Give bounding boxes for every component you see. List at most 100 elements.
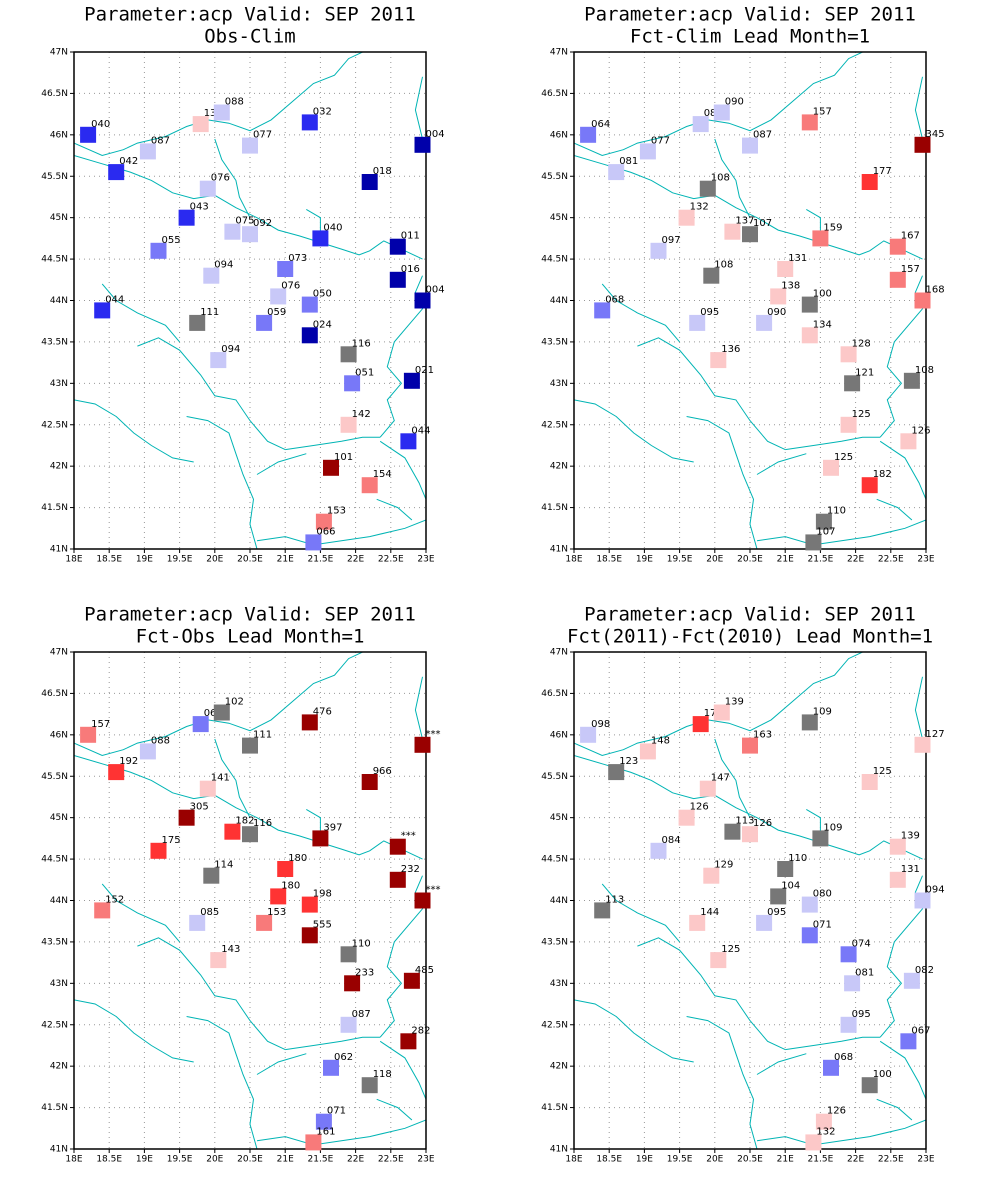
x-tick-label: 22E bbox=[347, 555, 364, 565]
station-marker bbox=[277, 261, 294, 277]
station-marker bbox=[361, 1077, 378, 1094]
panel-subtitle: Obs-Clim bbox=[204, 26, 296, 48]
x-tick-label: 22E bbox=[347, 1155, 364, 1165]
station-label: 073 bbox=[288, 253, 307, 264]
station-marker bbox=[801, 296, 818, 313]
station-marker bbox=[840, 946, 857, 963]
y-tick-label: 41N bbox=[50, 1145, 68, 1155]
x-tick-label: 23E bbox=[417, 555, 434, 565]
y-tick-label: 44.5N bbox=[41, 255, 68, 265]
station-label: 153 bbox=[267, 907, 286, 918]
x-tick-label: 20E bbox=[706, 1155, 723, 1165]
station-label: 118 bbox=[373, 1069, 392, 1080]
station-label: 107 bbox=[816, 526, 835, 537]
station-marker bbox=[724, 823, 741, 840]
station-marker bbox=[713, 104, 730, 121]
station-marker bbox=[389, 271, 406, 288]
station-label: 177 bbox=[873, 166, 892, 177]
station-label: 110 bbox=[827, 506, 846, 517]
panel-subtitle: Fct(2011)-Fct(2010) Lead Month=1 bbox=[567, 626, 933, 648]
station-label: 051 bbox=[355, 367, 374, 378]
y-tick-label: 44N bbox=[50, 896, 68, 906]
station-marker bbox=[94, 302, 111, 319]
station-label: 132 bbox=[816, 1126, 835, 1137]
station-marker bbox=[823, 1059, 839, 1076]
station-marker bbox=[400, 433, 417, 450]
station-marker bbox=[889, 838, 906, 855]
station-label: 397 bbox=[323, 822, 342, 833]
y-tick-label: 43.5N bbox=[41, 937, 68, 947]
station-marker bbox=[903, 972, 920, 989]
station-label: 101 bbox=[334, 452, 353, 463]
station-label: 109 bbox=[813, 706, 832, 717]
station-marker bbox=[689, 314, 706, 331]
station-marker bbox=[699, 180, 716, 197]
station-label: 087 bbox=[753, 130, 772, 141]
station-label: 141 bbox=[211, 773, 230, 784]
y-tick-label: 47N bbox=[50, 648, 68, 658]
station-marker bbox=[340, 946, 357, 963]
station-label: 152 bbox=[105, 894, 124, 905]
station-label: 077 bbox=[651, 135, 670, 146]
x-tick-label: 22.5E bbox=[878, 555, 904, 565]
station-label: 044 bbox=[105, 294, 124, 305]
station-label: 198 bbox=[313, 889, 332, 900]
station-marker bbox=[340, 346, 357, 363]
x-tick-label: 21.5E bbox=[308, 1155, 334, 1165]
station-marker bbox=[340, 1016, 357, 1033]
y-tick-label: 42.5N bbox=[541, 1020, 568, 1030]
station-marker bbox=[80, 126, 97, 143]
station-label: 111 bbox=[253, 730, 272, 741]
station-marker bbox=[178, 209, 195, 226]
station-marker bbox=[914, 136, 931, 153]
station-label: 127 bbox=[926, 729, 945, 740]
station-marker bbox=[639, 743, 656, 760]
station-marker bbox=[301, 896, 318, 913]
station-label: 084 bbox=[662, 835, 681, 846]
y-tick-label: 41.5N bbox=[541, 1103, 568, 1113]
station-marker bbox=[900, 1033, 917, 1050]
y-tick-label: 42N bbox=[550, 1062, 568, 1072]
station-marker bbox=[323, 459, 339, 476]
y-tick-label: 46N bbox=[50, 130, 68, 140]
station-label: 476 bbox=[313, 706, 332, 717]
station-label: 148 bbox=[651, 735, 670, 746]
station-label: 107 bbox=[753, 218, 772, 229]
x-tick-label: 22E bbox=[847, 1155, 864, 1165]
station-label: 055 bbox=[162, 235, 181, 246]
station-marker bbox=[844, 975, 861, 992]
x-tick-label: 22E bbox=[847, 555, 864, 565]
station-label: 011 bbox=[401, 231, 420, 242]
station-label: 095 bbox=[852, 1009, 871, 1020]
station-marker bbox=[801, 896, 818, 913]
station-marker bbox=[301, 114, 318, 131]
x-tick-label: 22.5E bbox=[878, 1155, 904, 1165]
station-marker bbox=[301, 296, 318, 313]
station-marker bbox=[210, 352, 227, 369]
x-tick-label: 19.5E bbox=[667, 555, 693, 565]
station-label: 125 bbox=[873, 766, 892, 777]
station-marker bbox=[801, 327, 818, 344]
station-marker bbox=[580, 126, 597, 143]
station-label: 100 bbox=[813, 289, 832, 300]
station-marker bbox=[861, 477, 878, 494]
station-marker bbox=[256, 314, 273, 331]
y-tick-label: 44N bbox=[550, 296, 568, 306]
station-label: 095 bbox=[700, 307, 719, 318]
y-tick-label: 41.5N bbox=[541, 503, 568, 513]
station-marker bbox=[889, 238, 906, 255]
station-label: 068 bbox=[605, 294, 624, 305]
station-label: 059 bbox=[267, 307, 286, 318]
station-label: 147 bbox=[711, 773, 730, 784]
station-marker bbox=[414, 292, 431, 309]
station-label: 233 bbox=[355, 967, 374, 978]
x-tick-label: 20.5E bbox=[237, 555, 263, 565]
panel-title: Parameter:acp Valid: SEP 2011 bbox=[584, 4, 916, 26]
station-label: 043 bbox=[190, 202, 209, 213]
station-label: 062 bbox=[204, 708, 223, 719]
gridlines bbox=[74, 652, 426, 1149]
y-tick-label: 43N bbox=[50, 979, 68, 989]
station-marker bbox=[414, 892, 431, 909]
station-label: 032 bbox=[313, 106, 332, 117]
